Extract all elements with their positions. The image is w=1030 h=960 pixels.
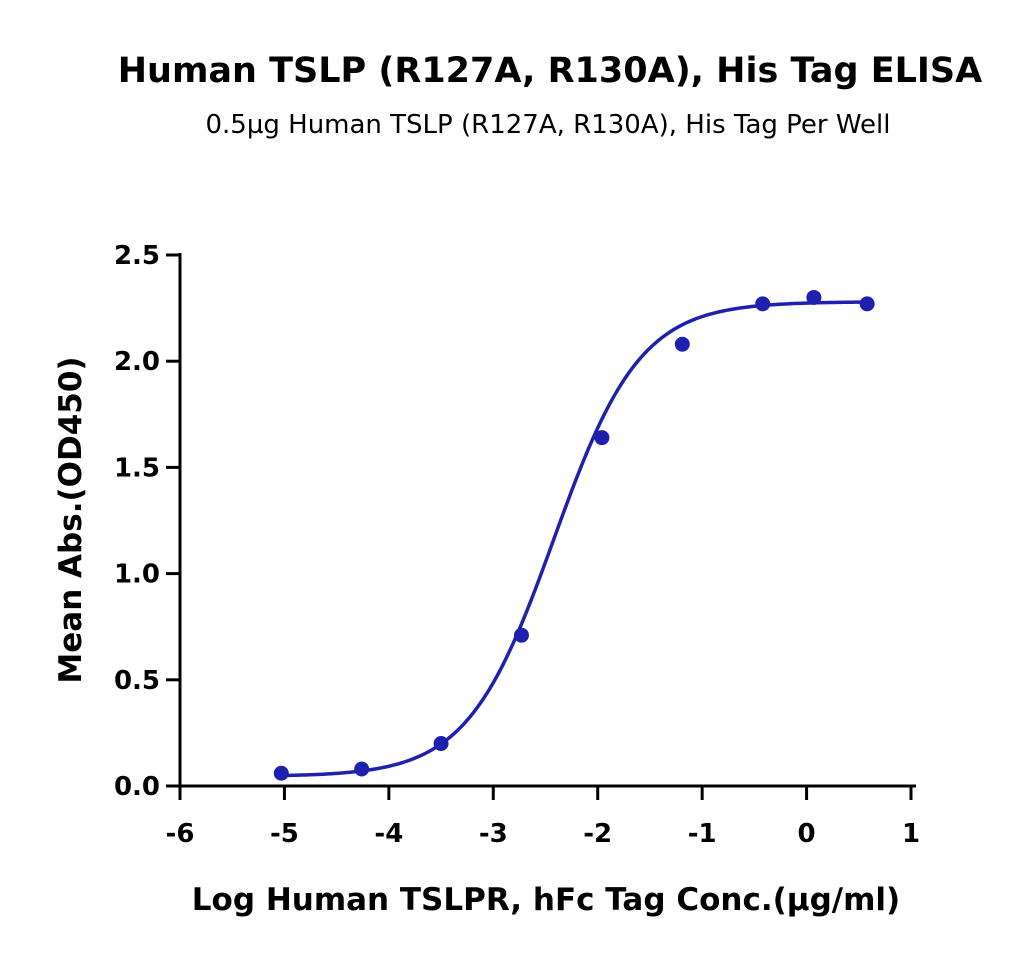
fit-curve-layer [281,300,868,778]
data-point [273,765,289,781]
ticks: -6 -5 -4 -3 -2 -1 0 1 0.0 0.5 1.0 1.5 2.0 2.5 [114,241,920,849]
y-tick-label: 1.0 [114,560,160,590]
chart-title: Human TSLP (R127A, R130A), His Tag ELISA [118,51,982,91]
x-tick-label: -3 [479,819,508,849]
y-tick-label: 1.5 [114,453,160,483]
x-axis-title: Log Human TSLPR, hFc Tag Conc.(µg/ml) [192,882,900,918]
x-tick-label: -5 [270,819,299,849]
data-point [755,296,771,312]
data-point [433,736,449,752]
y-tick-label: 0.0 [114,772,160,802]
data-point [859,296,875,312]
data-point [674,336,690,352]
data-points-layer [273,289,875,781]
y-tick-label: 2.0 [114,347,160,377]
data-point [594,430,610,446]
x-tick-label: -2 [583,819,612,849]
x-tick-label: -6 [166,819,195,849]
data-point [513,627,529,643]
x-tick-label: 1 [902,819,920,849]
chart-subtitle: 0.5µg Human TSLP (R127A, R130A), His Tag… [205,110,890,140]
x-tick-label: -4 [374,819,403,849]
fit-curve [281,300,868,778]
y-tick-label: 0.5 [114,666,160,696]
y-axis-title: Mean Abs.(OD450) [53,356,89,683]
x-tick-label: -1 [688,819,717,849]
x-tick-label: 0 [798,819,816,849]
data-point [806,289,822,305]
axes [178,253,916,788]
y-tick-label: 2.5 [114,241,160,271]
data-point [354,761,370,777]
